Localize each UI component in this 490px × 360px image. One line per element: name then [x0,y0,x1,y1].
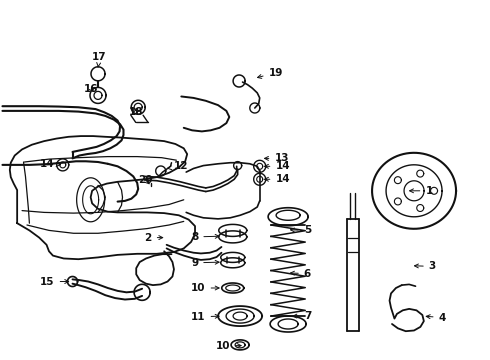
Text: 20: 20 [138,175,153,185]
Text: 11: 11 [191,312,219,322]
Text: 16: 16 [84,84,99,94]
Text: 14: 14 [40,159,61,169]
Text: 7: 7 [293,311,311,321]
Text: 14: 14 [265,174,290,184]
Text: 6: 6 [291,269,311,279]
Text: 8: 8 [191,232,219,242]
Text: 9: 9 [191,258,219,268]
Text: 14: 14 [265,161,290,171]
Text: 18: 18 [128,107,143,117]
Text: 13: 13 [265,153,289,163]
Text: 19: 19 [258,68,283,78]
Text: 4: 4 [426,312,446,323]
Text: 12: 12 [168,161,189,171]
Text: 3: 3 [415,261,436,271]
Text: 17: 17 [92,52,107,67]
Text: 10: 10 [191,283,219,293]
Text: 5: 5 [291,225,311,235]
Text: 15: 15 [40,276,69,287]
Text: 10: 10 [216,341,241,351]
Text: 1: 1 [410,186,433,196]
Text: 2: 2 [145,233,163,243]
